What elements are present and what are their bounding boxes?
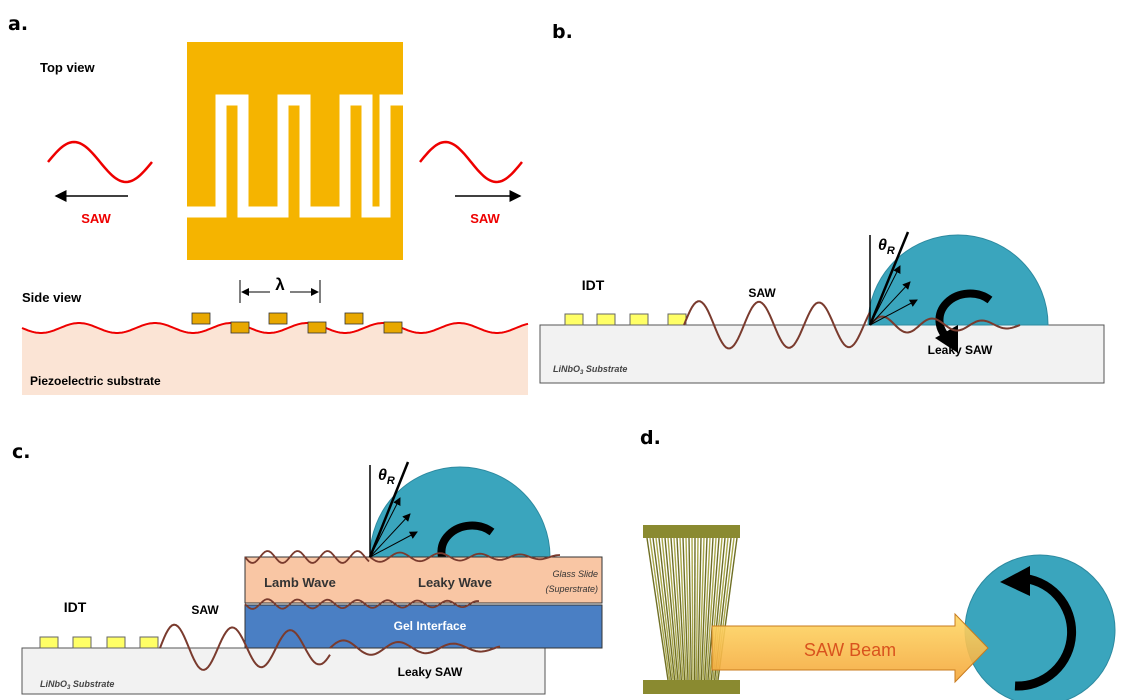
electrode: [73, 637, 91, 648]
saw-label: SAW: [748, 286, 776, 300]
panel-label: d.: [640, 427, 661, 449]
angle-label: θR: [378, 467, 395, 487]
bus-bar: [643, 525, 740, 538]
panel-label: a.: [8, 13, 28, 35]
panel-c: c. θR Lamb Wave Leaky Wave Glass Slide (…: [12, 441, 602, 694]
electrode: [668, 314, 686, 325]
lamb-wave-label: Lamb Wave: [264, 575, 336, 590]
gel-label: Gel Interface: [394, 619, 467, 633]
electrode: [269, 313, 287, 324]
substrate: [540, 325, 1104, 383]
substrate-label: Piezoelectric substrate: [30, 374, 161, 388]
panel-b: b. θR IDT SAW Leaky SAW LiNbO3 Substrate: [540, 21, 1104, 383]
electrode: [231, 322, 249, 333]
electrode: [40, 637, 58, 648]
finger: [692, 538, 693, 680]
leaky-saw-label: Leaky SAW: [928, 343, 993, 357]
idt-label: IDT: [64, 599, 87, 615]
saw-label: SAW: [191, 603, 219, 617]
beam-label: SAW Beam: [804, 640, 896, 660]
electrode: [192, 313, 210, 324]
electrode: [384, 322, 402, 333]
bus-bar: [643, 680, 740, 694]
panel-label: c.: [12, 441, 30, 463]
electrode: [140, 637, 158, 648]
electrode: [308, 322, 326, 333]
angle-label: θR: [878, 237, 895, 257]
leaky-saw-label: Leaky SAW: [398, 665, 463, 679]
electrode: [107, 637, 125, 648]
droplet: [370, 467, 550, 557]
saw-wave: [48, 142, 152, 182]
saw-label: SAW: [81, 211, 111, 226]
idt-label: IDT: [582, 277, 605, 293]
top-view-label: Top view: [40, 60, 96, 75]
electrode: [565, 314, 583, 325]
saw-wave: [420, 142, 522, 182]
panel-label: b.: [552, 21, 573, 43]
electrode: [597, 314, 615, 325]
electrode: [630, 314, 648, 325]
panel-d: d. SAW Beam: [640, 427, 1115, 700]
side-view-label: Side view: [22, 290, 82, 305]
wavelength-symbol: λ: [275, 275, 285, 294]
saw-label: SAW: [470, 211, 500, 226]
panel-a: a. Top view SAW SAW λ Side view Piezoele…: [8, 13, 528, 395]
leaky-wave-label: Leaky Wave: [418, 575, 492, 590]
electrode: [345, 313, 363, 324]
figure: a. Top view SAW SAW λ Side view Piezoele…: [0, 0, 1125, 700]
glass-slide-label: Glass Slide: [552, 569, 598, 579]
glass-slide-label: (Superstrate): [545, 584, 598, 594]
